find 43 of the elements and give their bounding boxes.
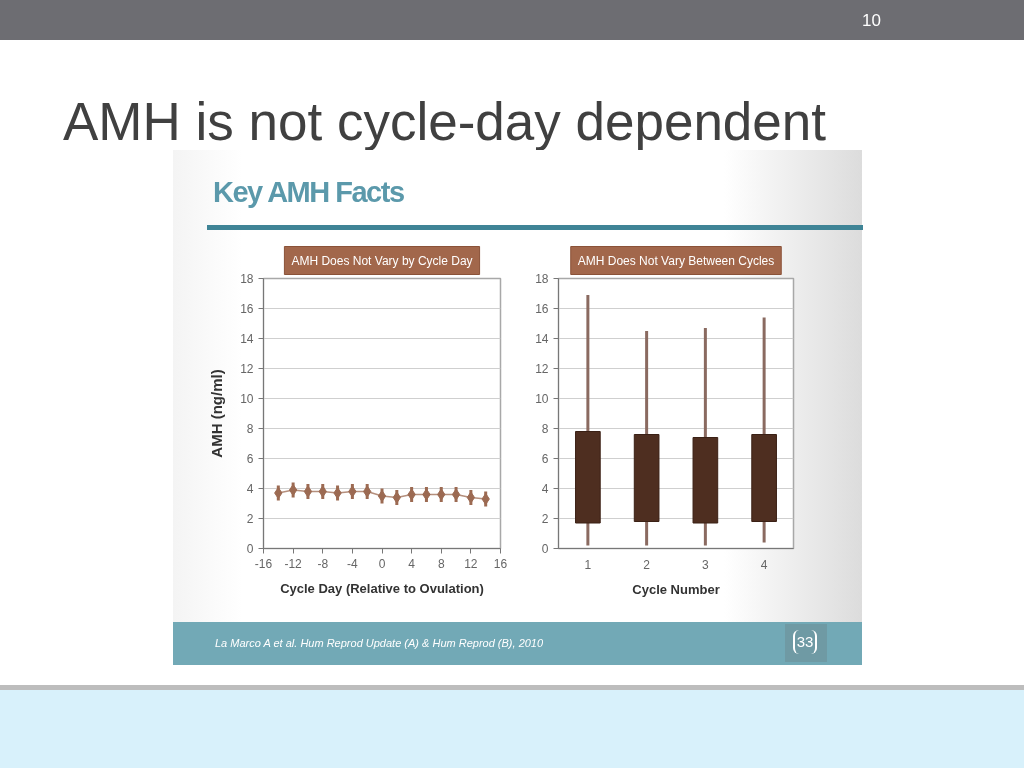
x-tick-label: 4 [408, 556, 416, 571]
y-tick-label: 8 [541, 422, 549, 436]
x-tick-label: 16 [493, 556, 508, 571]
x-tick-label: -16 [254, 556, 273, 571]
y-tick-label: 16 [535, 302, 549, 316]
x-tick-label: 4 [760, 557, 768, 572]
y-tick-label: 0 [246, 542, 254, 556]
y-axis-title: AMH (ng/ml) [208, 369, 226, 458]
x-tick-label: 1 [584, 557, 592, 572]
x-tick-label: -12 [284, 556, 303, 571]
x-tick-label: 12 [464, 556, 478, 571]
x-tick-label: 2 [643, 557, 651, 572]
y-tick-label: 2 [246, 512, 254, 526]
text: Key AMH Facts [213, 175, 404, 210]
y-tick-label: 6 [246, 452, 254, 466]
y-tick-label: 10 [240, 392, 254, 406]
y-tick-label: 4 [246, 482, 254, 496]
y-tick-label: 0 [541, 542, 549, 556]
y-tick-label: 14 [240, 332, 254, 346]
text: AMH is not cycle-day dependent [63, 91, 827, 153]
chart-title: AMH Does Not Vary Between Cycles [577, 253, 775, 268]
y-tick-label: 18 [240, 272, 254, 286]
y-tick-label: 12 [535, 362, 549, 376]
x-axis-title: Cycle Day (Relative to Ovulation) [280, 580, 484, 596]
y-tick-label: 14 [535, 332, 549, 346]
x-tick-label: -8 [317, 556, 329, 571]
chart-title: AMH Does Not Vary by Cycle Day [291, 253, 473, 268]
y-tick-label: 10 [535, 392, 549, 406]
x-tick-label: 8 [437, 556, 445, 571]
x-tick-label: 3 [702, 557, 710, 572]
y-tick-label: 18 [535, 272, 549, 286]
text: La Marco A et al. Hum Reprod Update (A) & Hum Reprod (B), 2010 [215, 636, 544, 651]
y-tick-label: 6 [541, 452, 549, 466]
x-axis-title: Cycle Number [632, 581, 720, 597]
text: 33 [793, 630, 817, 654]
x-tick-label: -4 [347, 556, 359, 571]
y-tick-label: 12 [240, 362, 254, 376]
y-tick-label: 8 [246, 422, 254, 436]
text: 10 [862, 10, 881, 32]
x-tick-label: 0 [378, 556, 386, 571]
y-tick-label: 4 [541, 482, 549, 496]
y-tick-label: 2 [541, 512, 549, 526]
y-tick-label: 16 [240, 302, 254, 316]
